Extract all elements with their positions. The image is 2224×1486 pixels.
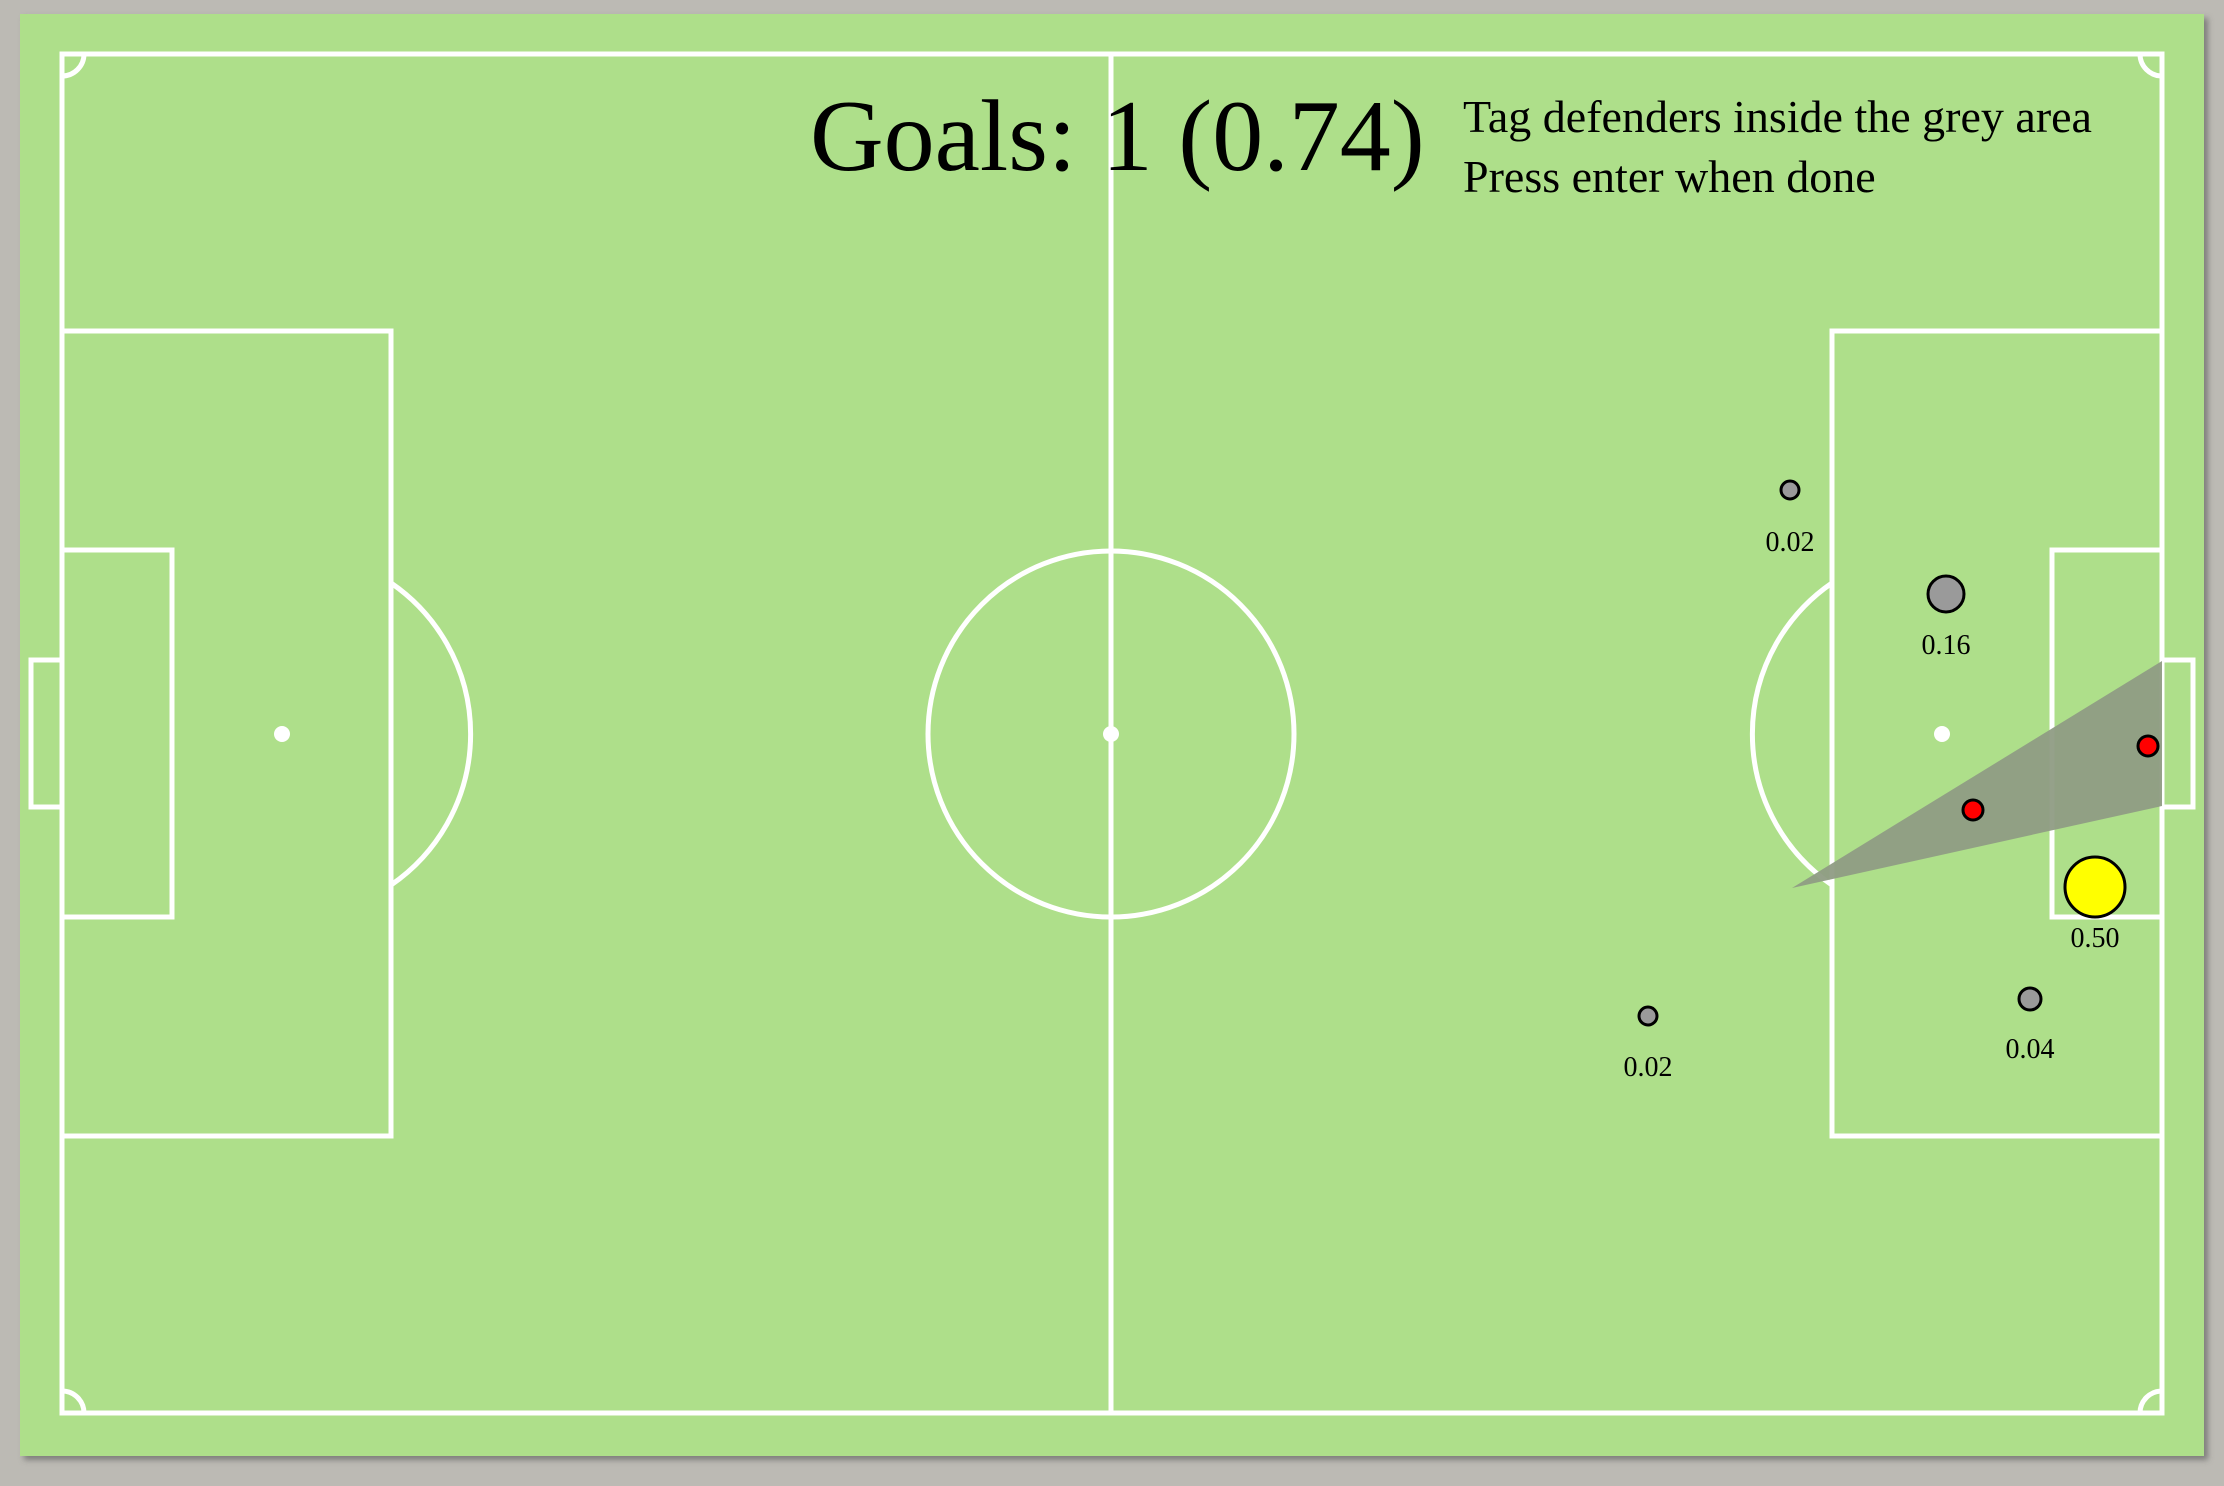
goals-score-label: Goals: 1 (0.74) — [810, 80, 1425, 193]
defender-marker[interactable] — [2136, 734, 2160, 758]
shooter-prob-label: 0.50 — [2071, 923, 2120, 954]
corner-arc-bottom-left — [61, 1388, 87, 1414]
defenders — [1961, 734, 2160, 822]
attacker-marker[interactable] — [1637, 1005, 1659, 1027]
attacker-prob-label: 0.16 — [1922, 630, 1971, 661]
attacker-5[interactable]: 0.02 — [1624, 1005, 1673, 1083]
attackers: 0.02 0.16 0.50 0.04 0.02 — [1624, 479, 2127, 1083]
attacker-prob-label: 0.02 — [1624, 1052, 1673, 1083]
left-goal — [28, 657, 65, 810]
shot-cone-area[interactable] — [1792, 661, 2162, 888]
attacker-marker[interactable] — [2017, 986, 2043, 1012]
center-circle — [925, 548, 1297, 920]
attacker-prob-label: 0.02 — [1766, 527, 1815, 558]
corner-arc-top-right — [2137, 53, 2163, 79]
attacker-4[interactable]: 0.04 — [2006, 986, 2055, 1065]
shooter[interactable]: 0.50 — [2063, 855, 2127, 954]
attacker-prob-label: 0.04 — [2006, 1034, 2055, 1065]
attacker-marker[interactable] — [1779, 479, 1801, 501]
instruction-line-2: Press enter when done — [1463, 151, 1876, 202]
attacker-1[interactable]: 0.02 — [1766, 479, 1815, 558]
shooter-marker[interactable] — [2063, 855, 2127, 919]
corner-arc-top-left — [61, 53, 87, 79]
right-penalty-arc — [1749, 580, 1834, 888]
left-penalty-spot — [274, 726, 290, 742]
instruction-line-1: Tag defenders inside the grey area — [1463, 91, 2092, 142]
pitch-spots — [274, 726, 1950, 742]
center-spot — [1103, 726, 1119, 742]
corner-arc-bottom-right — [2137, 1388, 2163, 1414]
defender-marker[interactable] — [1961, 798, 1985, 822]
right-penalty-spot — [1934, 726, 1950, 742]
attacker-marker[interactable] — [1926, 574, 1966, 614]
attacker-2[interactable]: 0.16 — [1922, 574, 1971, 661]
left-penalty-arc — [389, 580, 474, 888]
